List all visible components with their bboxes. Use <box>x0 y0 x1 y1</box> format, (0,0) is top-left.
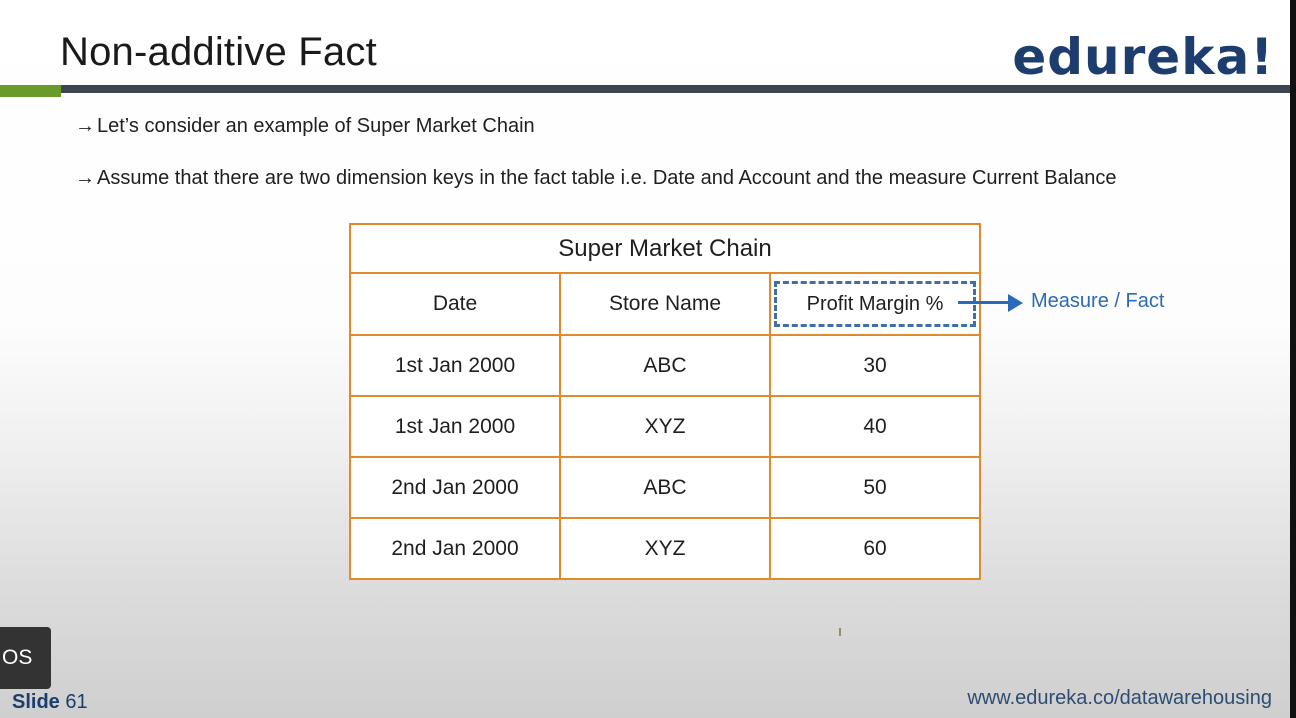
cursor-mark <box>839 628 841 636</box>
cell-store-name: XYZ <box>559 395 771 458</box>
fact-table: Super Market Chain Date Store Name Profi… <box>349 223 981 580</box>
cell-store-name: ABC <box>559 334 771 397</box>
slide-number: Slide 61 <box>12 691 88 714</box>
cell-profit-margin: 30 <box>769 334 981 397</box>
window-edge <box>1290 0 1296 718</box>
column-header-date: Date <box>349 272 561 336</box>
footer-url: www.edureka.co/datawarehousing <box>967 687 1272 709</box>
title-rule <box>61 85 1290 93</box>
table-header-row: Date Store Name Profit Margin % <box>349 272 981 336</box>
arrow-bullet-icon: → <box>75 115 95 137</box>
slide-title: Non-additive Fact <box>60 30 377 74</box>
bullet-point: → Let’s consider an example of Super Mark… <box>75 115 535 138</box>
column-header-profit-margin: Profit Margin % <box>769 272 981 336</box>
column-header-store-name: Store Name <box>559 272 771 336</box>
cell-profit-margin: 60 <box>769 517 981 580</box>
table-row: 2nd Jan 2000 ABC 50 <box>349 456 981 519</box>
connector-line <box>958 301 1010 304</box>
cell-date: 1st Jan 2000 <box>349 395 561 458</box>
cell-store-name: XYZ <box>559 517 771 580</box>
cell-date: 2nd Jan 2000 <box>349 517 561 580</box>
measure-fact-label: Measure / Fact <box>1031 290 1165 312</box>
cell-store-name: ABC <box>559 456 771 519</box>
table-row: 1st Jan 2000 ABC 30 <box>349 334 981 397</box>
table-caption: Super Market Chain <box>349 223 981 274</box>
video-overlay-button[interactable]: OS <box>0 627 51 689</box>
table-row: 2nd Jan 2000 XYZ 60 <box>349 517 981 580</box>
arrow-right-icon <box>1008 294 1023 312</box>
cell-date: 2nd Jan 2000 <box>349 456 561 519</box>
cell-date: 1st Jan 2000 <box>349 334 561 397</box>
bullet-point: → Assume that there are two dimension key… <box>75 167 1116 190</box>
measure-highlight-box: Profit Margin % <box>773 281 977 327</box>
slide-number-value: 61 <box>65 691 88 713</box>
title-rule-accent <box>0 85 61 97</box>
arrow-bullet-icon: → <box>75 167 95 189</box>
cell-profit-margin: 50 <box>769 456 981 519</box>
bullet-text: Let’s consider an example of Super Marke… <box>97 115 535 137</box>
bullet-text: Assume that there are two dimension keys… <box>97 167 1117 189</box>
edureka-logo: edureka! <box>1012 28 1274 86</box>
table-row: 1st Jan 2000 XYZ 40 <box>349 395 981 458</box>
cell-profit-margin: 40 <box>769 395 981 458</box>
slide-label: Slide <box>12 691 60 713</box>
